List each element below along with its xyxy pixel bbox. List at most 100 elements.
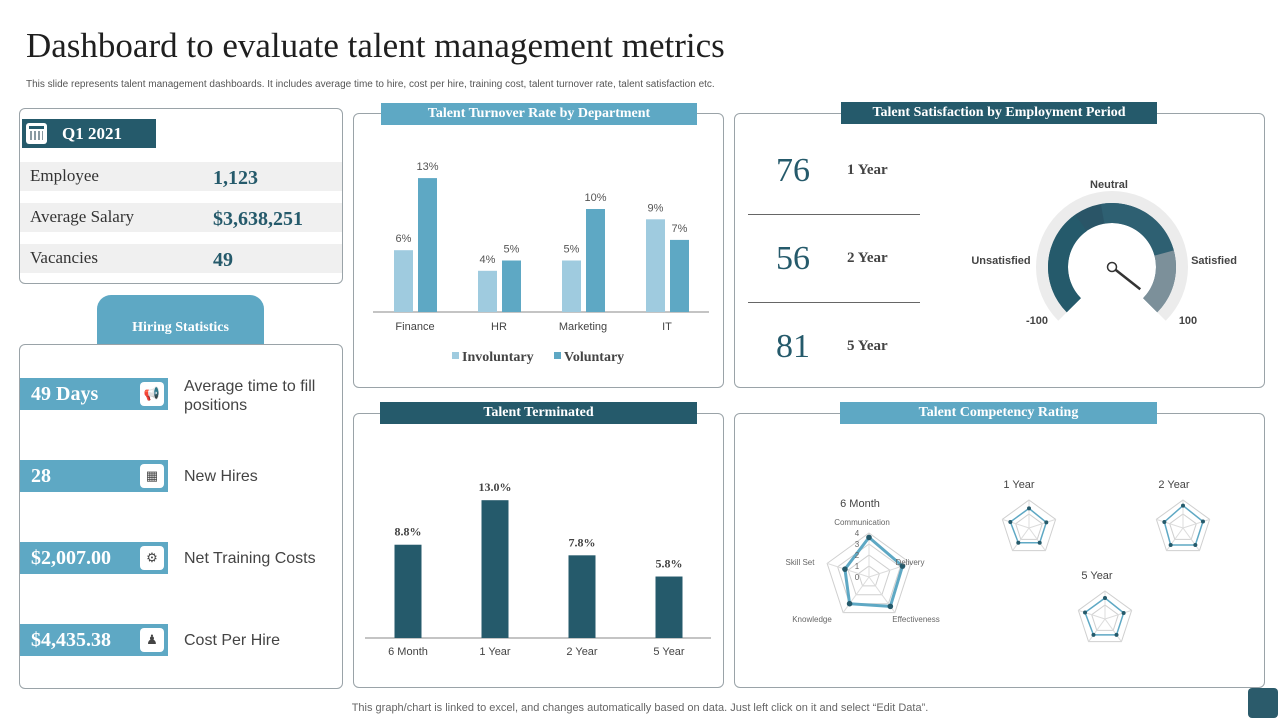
gauge-band-neutral <box>1100 203 1174 256</box>
satisfaction-value-1-year: 76 <box>776 152 810 189</box>
radar-grid-5-year <box>1091 604 1119 631</box>
gauge-min-label: -100 <box>1026 315 1048 327</box>
summary-label: Average Salary <box>30 207 134 226</box>
radar-point-1-year <box>1016 540 1021 545</box>
radar-point-1-year <box>1008 519 1013 524</box>
satisfaction-chart-title: Talent Satisfaction by Employment Period <box>841 102 1157 124</box>
divider <box>748 214 920 215</box>
satisfaction-value-5-year: 81 <box>776 328 810 365</box>
radar-axis-label: Communication <box>834 518 890 527</box>
radar-title-1-year: 1 Year <box>1003 479 1035 491</box>
radar-axis-label: Knowledge <box>792 615 832 624</box>
terminated-chart: 8.8% 6 Month 13.0% 1 Year 7.8% 2 Year 5.8% 5 Ye… <box>365 480 711 658</box>
stat-label-time-to-fill: Average time to fill positions <box>184 378 316 414</box>
radar-point-1-year <box>1027 506 1031 511</box>
satisfaction-value-2-year: 56 <box>776 240 810 277</box>
radar-point-6-month <box>846 600 853 607</box>
gauge-band-satisfied <box>1143 250 1176 313</box>
competency-radar-charts: 6 Month Communication Delivery Effectivenes… <box>786 479 1211 643</box>
radar-spoke-5-year <box>1104 618 1122 642</box>
person-icon: ♟ <box>140 628 164 652</box>
data-label: 13% <box>416 161 438 173</box>
gauge-needle <box>1111 266 1142 291</box>
megaphone-icon: 📢 <box>140 382 164 406</box>
radar-tick-label: 0 <box>855 573 860 582</box>
gauge-band-unsatisfied <box>1048 214 1087 313</box>
legend-label-involuntary: Involuntary <box>462 350 534 365</box>
stat-label-training-costs: Net Training Costs <box>184 550 316 567</box>
radar-point-6-month <box>887 603 894 610</box>
radar-grid-1-year <box>1001 499 1057 552</box>
legend-swatch-voluntary <box>554 352 561 359</box>
data-label: 4% <box>480 254 496 266</box>
data-label: 9% <box>648 202 664 214</box>
divider <box>748 302 920 303</box>
radar-point-1-year <box>1037 540 1042 545</box>
x-tick-label: 2 Year <box>566 646 598 658</box>
summary-value: 49 <box>213 249 233 271</box>
radar-title-5-year: 5 Year <box>1081 570 1113 582</box>
x-tick-label: HR <box>491 321 507 333</box>
radar-series-2-year <box>1163 504 1204 546</box>
radar-spoke-2-year <box>1182 527 1200 551</box>
legend-label-voluntary: Voluntary <box>564 350 624 365</box>
radar-point-2-year <box>1193 542 1198 547</box>
summary-row-employee: Employee 1,123 <box>20 162 342 191</box>
radar-grid-1-year <box>1015 513 1043 540</box>
radar-grid-6-month <box>826 532 912 614</box>
radar-axis-label: Delivery <box>896 558 925 567</box>
summary-value: 1,123 <box>213 167 258 189</box>
x-tick-label: 6 Month <box>388 646 428 658</box>
radar-series-1-year <box>1009 507 1048 544</box>
summary-row-average-salary: Average Salary $3,638,251 <box>20 203 342 232</box>
satisfaction-period-2-year: 2 Year <box>847 250 888 266</box>
radar-series-5-year <box>1084 597 1125 636</box>
summary-label: Vacancies <box>30 248 98 267</box>
radar-spoke-6-month <box>842 576 870 613</box>
data-label: 10% <box>584 192 606 204</box>
x-tick-label: IT <box>662 321 672 333</box>
radar-point-2-year <box>1200 519 1205 524</box>
bar-involuntary-finance <box>394 250 413 312</box>
radar-spoke-5-year <box>1088 618 1106 642</box>
radar-tick-label: 3 <box>855 540 860 549</box>
radar-tick-label: 4 <box>855 529 860 538</box>
radar-grid-6-month <box>857 565 881 587</box>
stat-label-cost-per-hire: Cost Per Hire <box>184 632 281 649</box>
bar-6-month <box>394 544 422 638</box>
bar-1-year <box>481 500 509 638</box>
bar-voluntary-it <box>670 239 689 312</box>
corner-tab[interactable] <box>1248 688 1278 718</box>
footer-note: This graph/chart is linked to excel, and… <box>351 702 929 714</box>
gauge-outer-ring <box>1036 191 1188 321</box>
gear-icon: ⚙ <box>140 546 164 570</box>
radar-spoke-1-year <box>1028 518 1056 529</box>
radar-spoke-2-year <box>1182 518 1210 529</box>
radar-point-6-month <box>899 563 906 569</box>
gauge-top-label: Neutral <box>1090 179 1128 191</box>
radar-point-2-year <box>1162 519 1167 524</box>
stat-label-new-hires: New Hires <box>184 468 258 485</box>
radar-point-5-year <box>1091 632 1096 637</box>
data-label: 5% <box>564 244 580 256</box>
satisfaction-gauge: Neutral Unsatisfied Satisfied -100 100 <box>971 179 1237 327</box>
x-tick-label: 1 Year <box>479 646 511 658</box>
hiring-statistics-tab: Hiring Statistics <box>97 295 264 345</box>
summary-row-vacancies: Vacancies 49 <box>20 244 342 273</box>
data-label: 5% <box>504 244 520 256</box>
x-tick-label: Finance <box>395 321 434 333</box>
radar-spoke-1-year <box>1002 518 1030 529</box>
x-tick-label: Marketing <box>559 321 607 333</box>
radar-point-2-year <box>1181 503 1185 508</box>
radar-grid-6-month <box>847 554 891 596</box>
radar-grid-2-year <box>1169 513 1197 540</box>
radar-point-2-year <box>1168 542 1173 547</box>
data-label: 13.0% <box>479 480 512 494</box>
radar-title-2-year: 2 Year <box>1158 479 1190 491</box>
radar-series-6-month <box>843 535 905 608</box>
bar-involuntary-marketing <box>562 260 581 312</box>
bar-involuntary-hr <box>478 270 497 312</box>
turnover-chart: 6% 13% Finance 4% 5% HR 5% 10% Marketing 9% 7% IT In… <box>373 161 709 365</box>
summary-value: $3,638,251 <box>213 208 303 230</box>
radar-tick-label: 2 <box>855 551 860 560</box>
